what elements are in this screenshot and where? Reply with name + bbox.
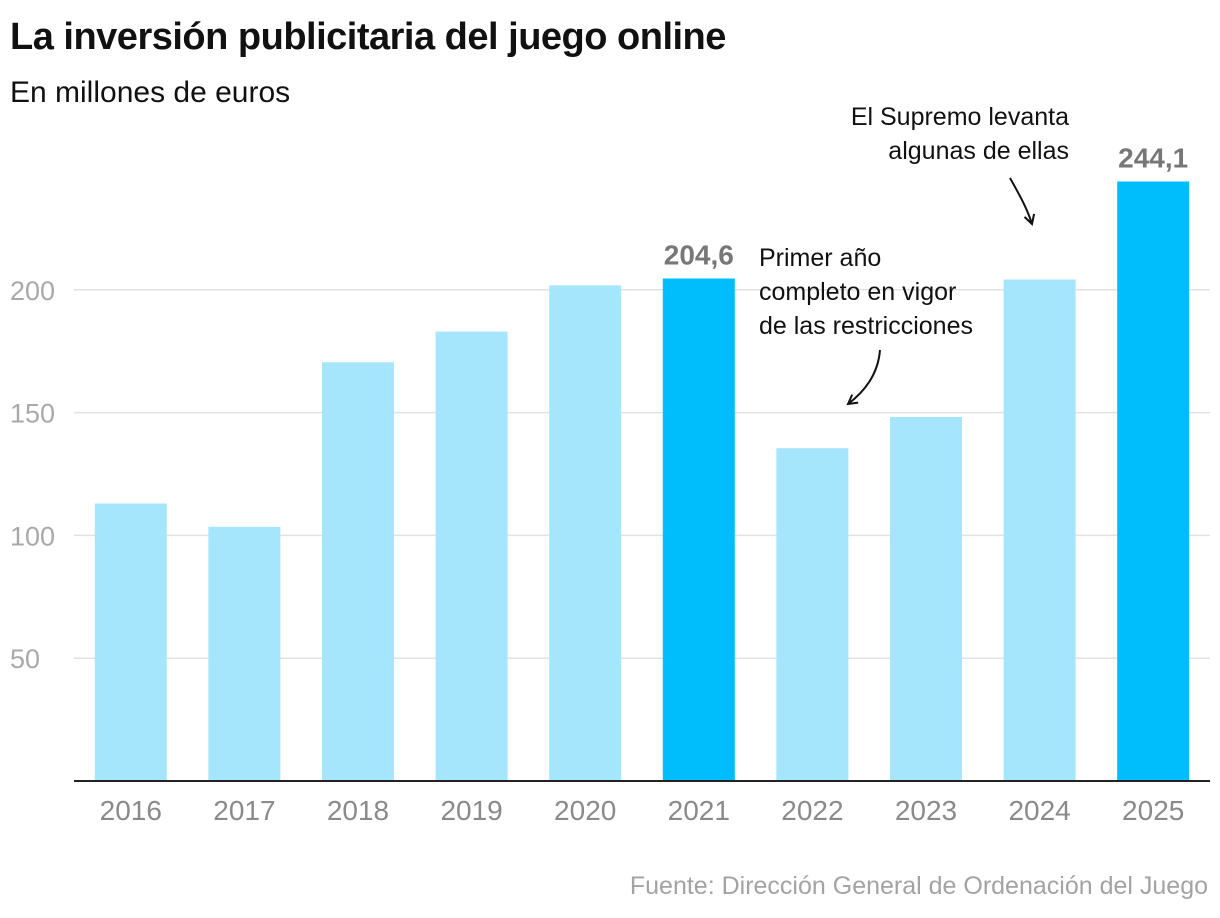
x-tick-label-2018: 2018: [327, 795, 389, 826]
labels: 50 100 150 200 2016 2017 2018 2019 2020 2021 2022 2…: [10, 103, 1188, 826]
y-tick-label-50: 50: [10, 644, 40, 674]
x-tick-label-2025: 2025: [1122, 795, 1184, 826]
chart-title: La inversión publicitaria del juego onli…: [10, 16, 726, 58]
annotation-2022: Primer año completo en vigor de las restri…: [759, 244, 973, 406]
bar-2022: [776, 448, 849, 781]
bars: [94, 181, 1190, 781]
x-tick-label-2016: 2016: [100, 795, 162, 826]
bar-2024: [1003, 279, 1076, 781]
annotation-arrow-2024: [1009, 177, 1036, 226]
bar-2020: [549, 285, 622, 781]
source-note: Fuente: Dirección General de Ordenación …: [629, 872, 1208, 900]
bar-2019: [435, 331, 508, 781]
value-label-2025: 244,1: [1118, 142, 1188, 173]
annotation-2024: El Supremo levanta algunas de ellas: [851, 103, 1069, 226]
bar-2025: [1117, 181, 1190, 781]
chart-subtitle: En millones de euros: [10, 76, 291, 109]
annotation-2024-line-1: El Supremo levanta: [851, 103, 1069, 131]
bar-2021: [662, 278, 735, 781]
annotation-arrow-2022: [846, 349, 881, 406]
x-tick-label-2020: 2020: [554, 795, 616, 826]
annotation-2022-line-1: Primer año: [759, 244, 881, 272]
bar-2018: [322, 362, 394, 781]
x-tick-label-2022: 2022: [781, 795, 843, 826]
value-label-2021: 204,6: [664, 240, 734, 271]
x-tick-label-2023: 2023: [895, 795, 957, 826]
y-tick-label-200: 200: [10, 276, 55, 306]
y-tick-label-150: 150: [10, 399, 55, 429]
bar-2017: [208, 526, 281, 781]
annotation-2022-line-3: de las restricciones: [759, 312, 973, 340]
annotation-2022-line-2: completo en vigor: [759, 278, 956, 306]
x-tick-label-2017: 2017: [213, 795, 275, 826]
x-tick-label-2024: 2024: [1008, 795, 1070, 826]
bar-2023: [890, 417, 962, 781]
x-tick-label-2021: 2021: [668, 795, 730, 826]
bar-2016: [94, 503, 167, 781]
y-tick-label-100: 100: [10, 521, 55, 551]
x-tick-label-2019: 2019: [440, 795, 502, 826]
annotation-2024-line-2: algunas de ellas: [888, 137, 1069, 165]
